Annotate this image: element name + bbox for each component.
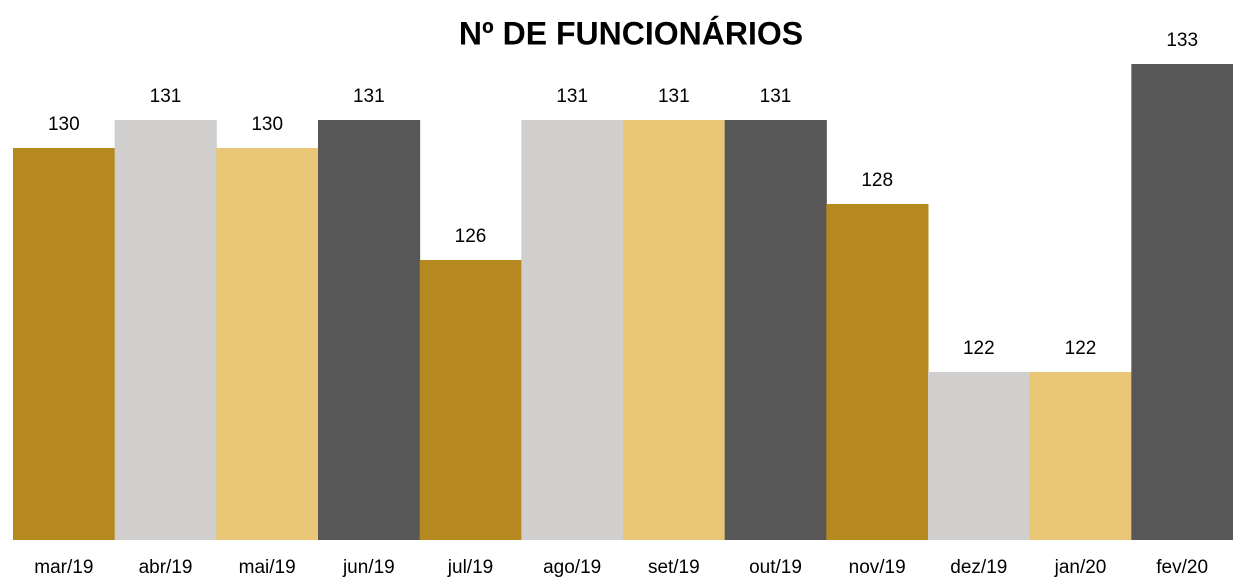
bar — [1029, 372, 1132, 540]
bar — [928, 372, 1031, 540]
data-label: 131 — [150, 86, 182, 107]
x-tick-label: mai/19 — [239, 557, 296, 578]
data-label: 131 — [353, 86, 385, 107]
data-label: 122 — [1065, 338, 1097, 359]
data-label: 128 — [861, 170, 893, 191]
x-tick-label: mar/19 — [34, 557, 93, 578]
bar — [521, 120, 624, 540]
bar — [114, 120, 217, 540]
bar — [419, 260, 522, 540]
data-label: 130 — [48, 114, 80, 135]
x-tick-label: ago/19 — [543, 557, 601, 578]
x-tick-label: jun/19 — [342, 557, 395, 578]
x-tick-label: out/19 — [749, 557, 802, 578]
x-tick-label: jul/19 — [447, 557, 493, 578]
bar — [1131, 64, 1233, 540]
bar — [216, 148, 319, 540]
bar — [623, 120, 726, 540]
bar — [13, 148, 116, 540]
x-tick-label: dez/19 — [950, 557, 1007, 578]
x-tick-label: set/19 — [648, 557, 700, 578]
data-label: 131 — [556, 86, 588, 107]
chart-title: Nº DE FUNCIONÁRIOS — [459, 15, 803, 51]
data-label: 131 — [658, 86, 690, 107]
data-label: 122 — [963, 338, 995, 359]
x-tick-label: nov/19 — [849, 557, 906, 578]
x-tick-label: fev/20 — [1156, 557, 1208, 578]
bar — [318, 120, 421, 540]
data-label: 133 — [1166, 30, 1198, 51]
data-label: 131 — [760, 86, 792, 107]
x-tick-label: abr/19 — [139, 557, 193, 578]
x-tick-label: jan/20 — [1054, 557, 1107, 578]
bar — [724, 120, 827, 540]
data-label: 130 — [251, 114, 283, 135]
bar — [826, 204, 929, 540]
data-label: 126 — [455, 226, 487, 247]
